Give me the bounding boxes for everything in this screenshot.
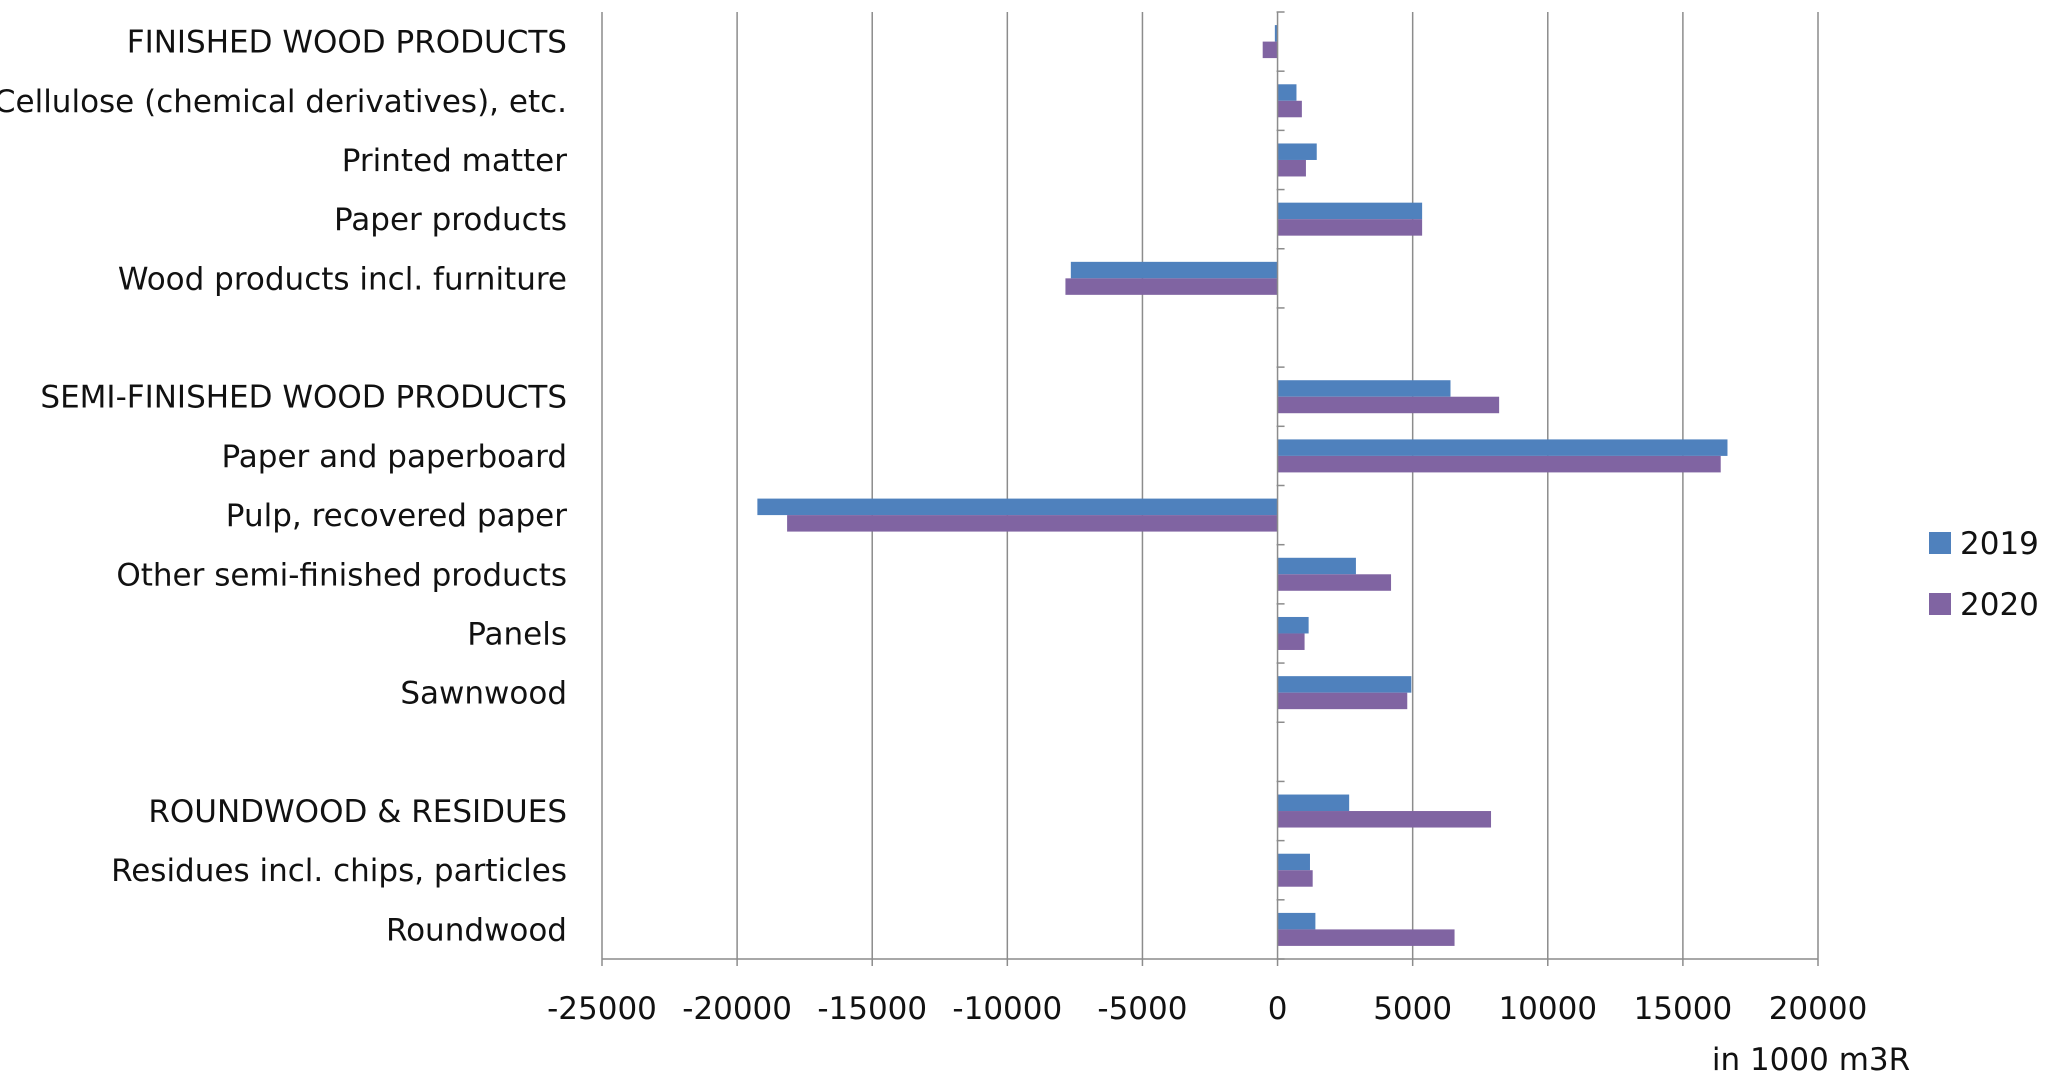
category-label: Sawnwood — [400, 676, 567, 712]
category-label: Other semi-finished products — [116, 557, 567, 593]
bar-2020 — [1065, 278, 1278, 295]
bar-2019 — [1277, 439, 1728, 456]
category-label: Pulp, recovered paper — [226, 498, 567, 534]
bar-2020 — [1277, 396, 1500, 414]
bar-2019 — [1277, 912, 1316, 930]
x-tick-label: -20000 — [682, 991, 792, 1027]
bar-2019 — [1277, 84, 1297, 101]
bars — [757, 25, 1728, 946]
legend-swatch-2020 — [1929, 593, 1951, 615]
category-label: SEMI-FINISHED WOOD PRODUCTS — [40, 380, 567, 416]
bar-2019 — [1274, 25, 1278, 42]
bar-2020 — [1277, 219, 1423, 236]
x-tick-label: -25000 — [547, 991, 657, 1027]
category-label: Residues incl. chips, particles — [111, 853, 567, 889]
category-label: Printed matter — [342, 143, 567, 179]
category-label: Roundwood — [386, 912, 567, 948]
legend: 2019 2020 — [1929, 526, 2039, 623]
bar-2019 — [1277, 676, 1412, 693]
bar-2020 — [787, 515, 1278, 532]
bar-2019 — [1277, 143, 1317, 160]
bar-2019 — [1277, 202, 1423, 220]
bar-2020 — [1277, 100, 1302, 118]
bar-2020 — [1277, 692, 1408, 710]
bar-2019 — [1277, 557, 1356, 575]
bar-2020 — [1277, 455, 1721, 473]
legend-swatch-2019 — [1929, 532, 1951, 554]
bar-2020 — [1277, 811, 1492, 828]
bar-2019 — [757, 498, 1278, 516]
bar-2020 — [1277, 870, 1313, 887]
x-tick-label: 20000 — [1769, 991, 1868, 1027]
bar-2019 — [1070, 261, 1278, 279]
x-tick-label: 10000 — [1498, 991, 1597, 1027]
category-label: Wood products incl. furniture — [118, 261, 567, 297]
x-tick-label: 15000 — [1634, 991, 1733, 1027]
category-label: Paper products — [334, 202, 567, 238]
x-tick-label: 5000 — [1373, 991, 1452, 1027]
category-label: FINISHED WOOD PRODUCTS — [127, 25, 567, 61]
category-labels: FINISHED WOOD PRODUCTS Cellulose (chemica… — [0, 25, 567, 949]
bar-2020 — [1277, 929, 1455, 946]
legend-label-2019: 2019 — [1960, 526, 2039, 562]
x-tick-label: -15000 — [817, 991, 927, 1027]
legend-label-2020: 2020 — [1960, 587, 2039, 623]
category-label: Cellulose (chemical derivatives), etc. — [0, 84, 567, 120]
bar-2020 — [1262, 41, 1278, 59]
category-label: Panels — [467, 616, 567, 652]
bar-2019 — [1277, 616, 1309, 634]
category-label: Paper and paperboard — [221, 439, 567, 475]
x-axis-unit-label: in 1000 m3R — [1712, 1042, 1910, 1077]
x-tick-label: 0 — [1268, 991, 1288, 1027]
bar-2019 — [1277, 380, 1451, 397]
bar-2020 — [1277, 159, 1306, 177]
x-tick-label: -5000 — [1097, 991, 1187, 1027]
gridlines — [601, 12, 1819, 959]
bar-2020 — [1277, 633, 1305, 650]
bar-2019 — [1277, 853, 1310, 871]
x-tick-labels: -25000 -20000 -15000 -10000 -5000 0 5000 10000 1… — [547, 991, 1867, 1027]
bar-2020 — [1277, 574, 1392, 591]
x-tick-label: -10000 — [952, 991, 1062, 1027]
category-label: ROUNDWOOD & RESIDUES — [148, 794, 567, 830]
axes — [601, 11, 1819, 966]
bar-2019 — [1277, 794, 1350, 812]
